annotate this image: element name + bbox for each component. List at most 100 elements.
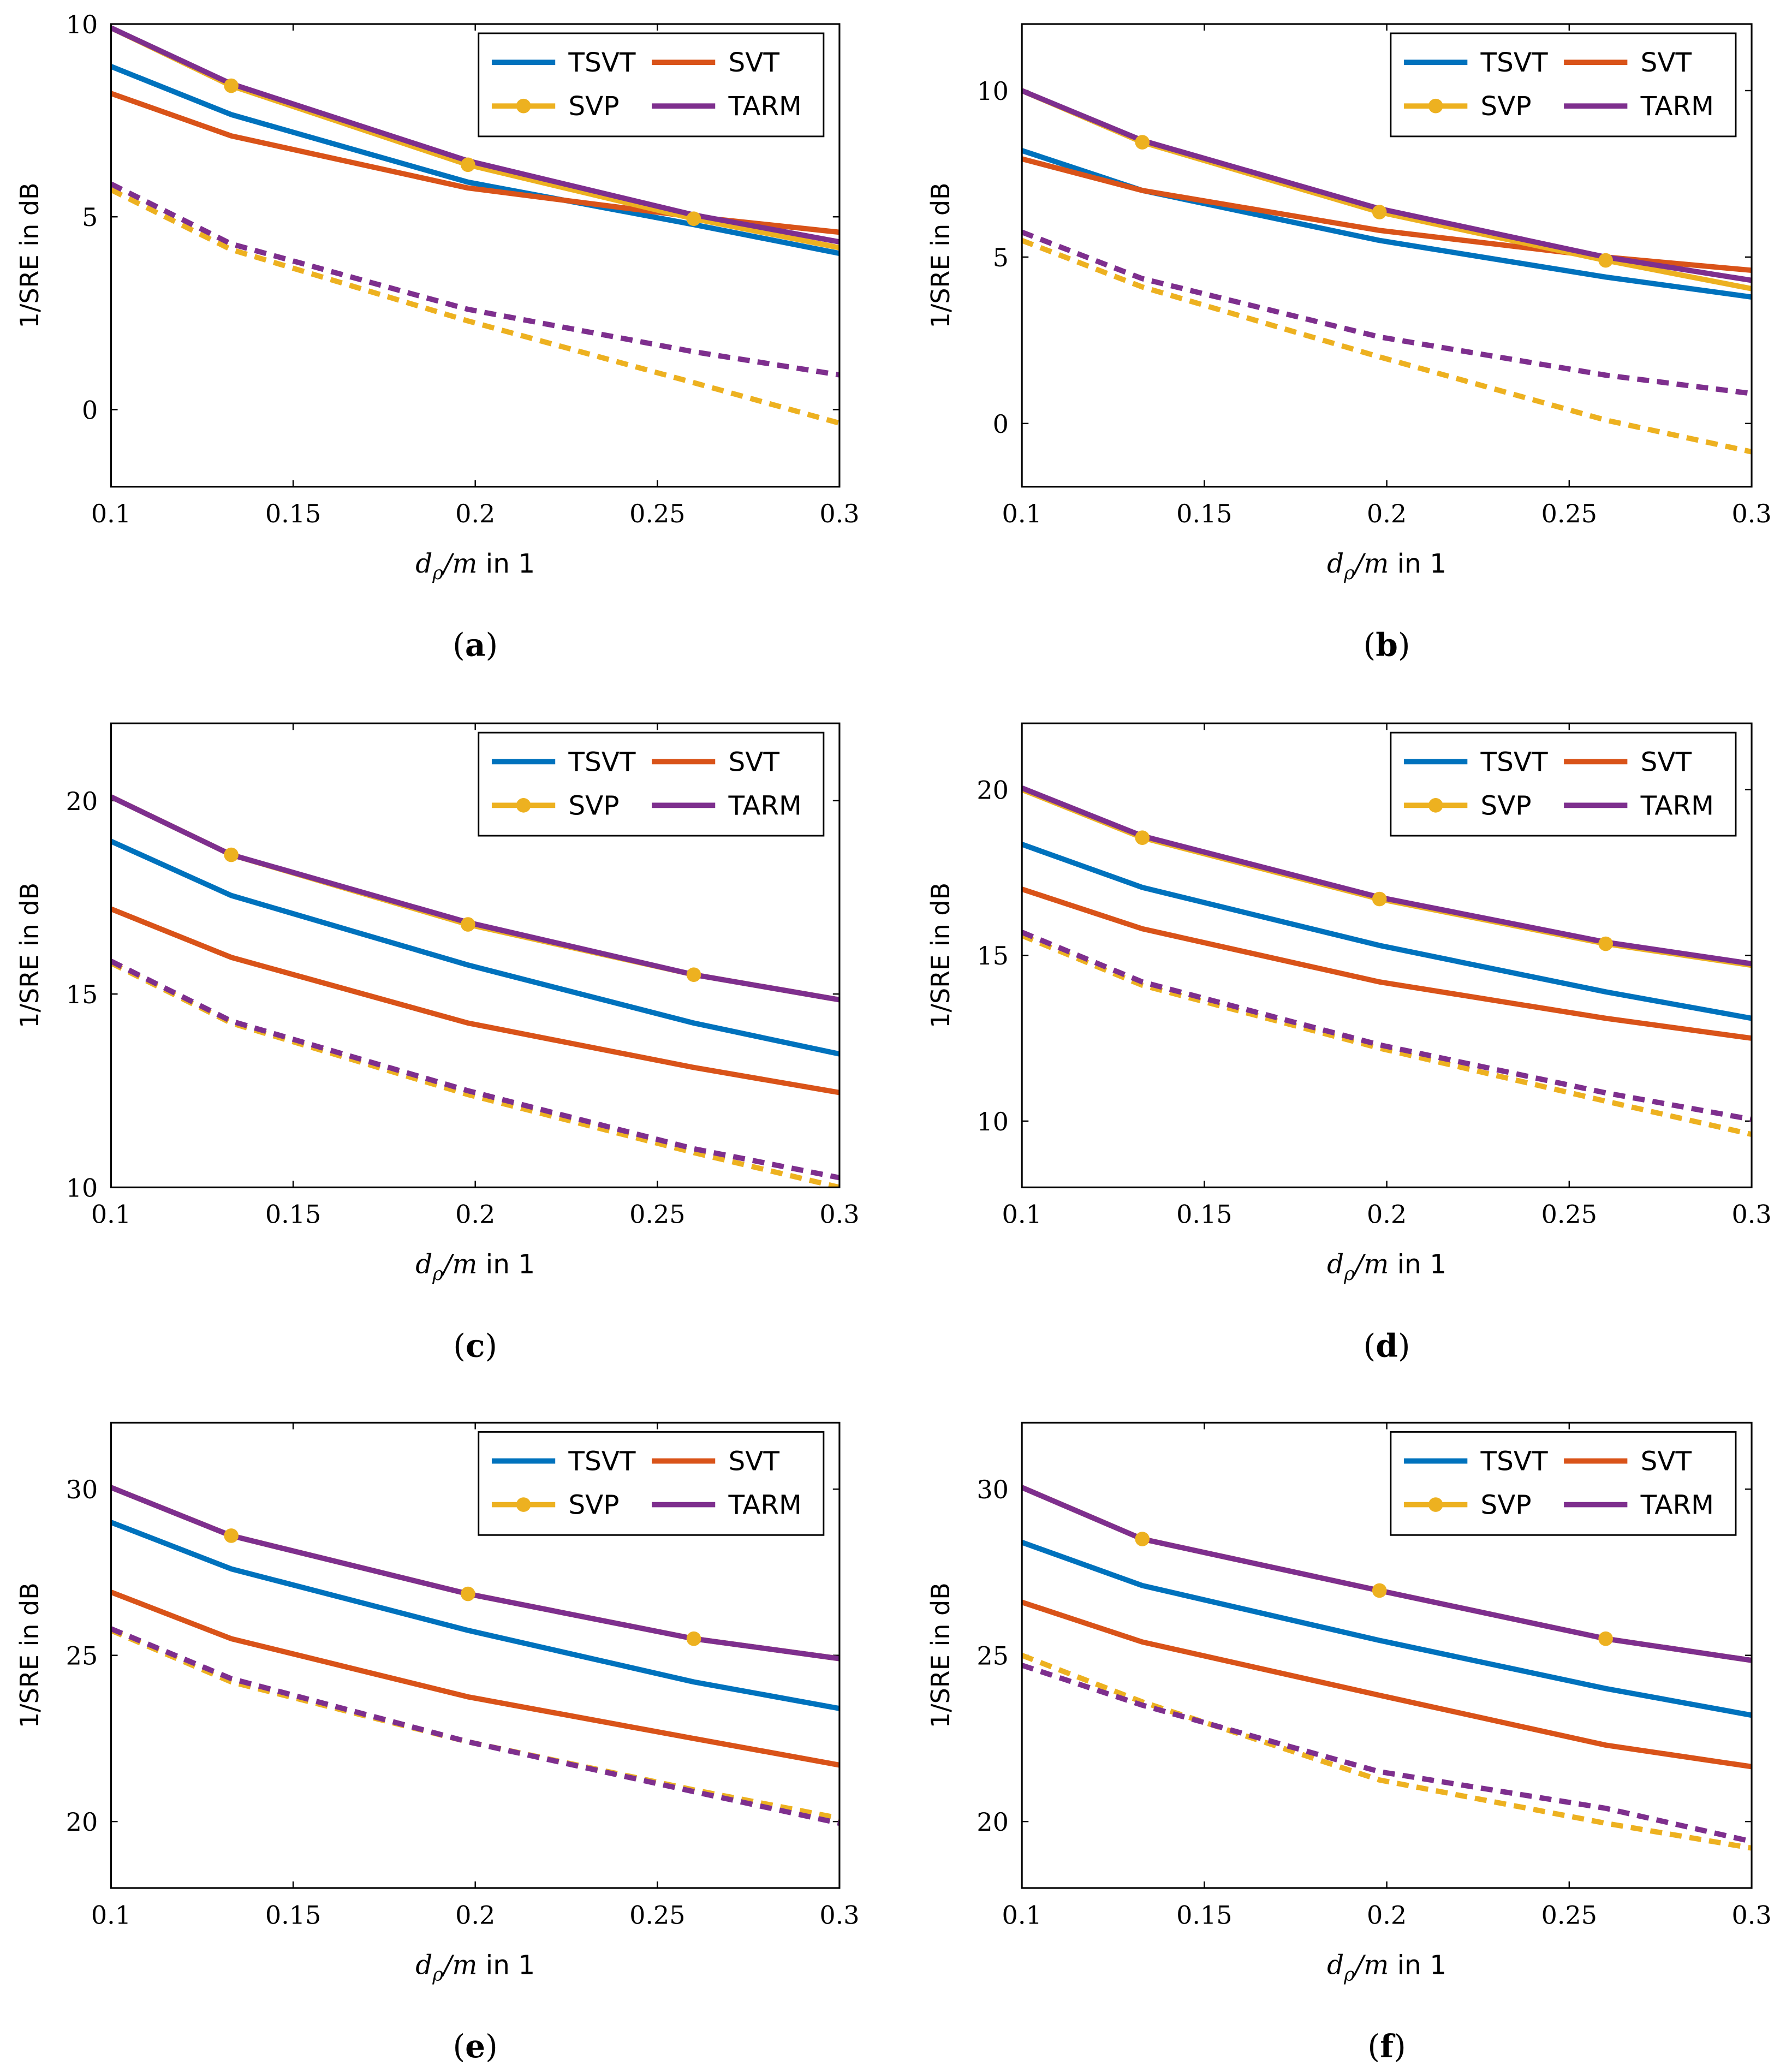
legend-label: SVP [568, 790, 619, 821]
series-line-tarm-dashed [1022, 229, 1752, 396]
caption-letter: e [465, 2027, 485, 2065]
y-tick-label: 20 [977, 1807, 1009, 1837]
plot-area [111, 25, 840, 426]
y-tick-label: 0 [82, 395, 98, 425]
x-tick-label: 0.1 [1002, 1900, 1042, 1930]
x-axis-label: dρ/m in 1 [1327, 1950, 1446, 1985]
x-label-sub: ρ [432, 1263, 443, 1284]
caption-paren: ( [1364, 1327, 1376, 1364]
plot-frame [110, 722, 841, 1188]
legend-label: TARM [728, 1490, 801, 1521]
x-label-denom: /m [1353, 1950, 1389, 1980]
caption-letter: d [1376, 1326, 1398, 1364]
x-tick-label: 0.15 [265, 1900, 321, 1930]
legend-label: SVT [1641, 1446, 1692, 1477]
x-tick-label: 0.3 [819, 1200, 859, 1229]
data-point-svp [224, 1528, 239, 1543]
y-tick-label: 0 [993, 409, 1009, 439]
x-tick-label: 0.2 [455, 1900, 495, 1930]
y-tick-label: 5 [993, 243, 1009, 272]
y-tick-label: 20 [977, 776, 1009, 805]
x-tick-label: 0.2 [1367, 1900, 1407, 1930]
data-point-svp [1135, 1532, 1150, 1546]
caption-letter: c [466, 1326, 485, 1364]
data-point-svp [1135, 135, 1150, 150]
series-line-tsvt-solid [1022, 1540, 1752, 1718]
series-line-svt-solid [1022, 156, 1752, 273]
x-axis-label: dρ/m in 1 [415, 549, 535, 584]
data-point-svp [1372, 205, 1387, 219]
chart-panel-f: 0.1 0.15 0.2 0.25 0.3 20 25 30 TSVT SVT SVP TARM 1/S… [926, 1421, 1772, 2065]
y-tick-label: 15 [66, 980, 98, 1009]
series-line-tsvt-solid [111, 1520, 840, 1711]
legend-label: TSVT [568, 47, 635, 78]
data-point-svp [461, 157, 475, 172]
y-axis-label: 1/SRE in dB [926, 1582, 955, 1728]
x-label-sub: ρ [1343, 1963, 1355, 1985]
legend-label: TARM [1640, 91, 1714, 122]
plot-frame [1021, 1421, 1753, 1889]
y-tick-label: 15 [977, 941, 1009, 970]
series-line-svp-dashed [1022, 933, 1752, 1137]
y-axis-label: 1/SRE in dB [15, 1582, 44, 1728]
y-tick-label: 25 [66, 1641, 98, 1671]
chart-panel-d: 0.1 0.15 0.2 0.25 0.3 10 15 20 TSVT SVT SVP TARM 1/S… [926, 722, 1772, 1364]
series-line-tsvt-solid [1022, 148, 1752, 300]
x-label-denom: /m [441, 1249, 477, 1280]
x-tick-label: 0.25 [1541, 1200, 1597, 1229]
data-point-svp [1372, 891, 1387, 907]
legend-marker-svp [1428, 1497, 1443, 1512]
data-point-svp [1372, 1583, 1387, 1598]
series-line-svt-solid [1022, 886, 1752, 1041]
x-label-sub: ρ [432, 1963, 443, 1985]
x-label-sub: ρ [1343, 562, 1355, 584]
series-line-tarm-dashed [1022, 930, 1752, 1122]
caption-paren: ) [485, 2028, 498, 2065]
subfigure-caption: (e) [453, 2027, 498, 2065]
legend-label: TSVT [1480, 1446, 1548, 1477]
x-label-var: d [415, 549, 432, 579]
data-point-svp [224, 847, 239, 862]
plot-area [111, 1485, 840, 1826]
data-point-svp [461, 917, 475, 932]
legend-box [1390, 32, 1737, 138]
data-point-svp [1598, 1631, 1613, 1646]
legend-box [478, 32, 825, 138]
chart-panel-c: 0.1 0.15 0.2 0.25 0.3 10 15 20 TSVT SVT SVP TARM 1/S… [15, 722, 859, 1364]
x-tick-label: 0.25 [1541, 1900, 1597, 1930]
series-line-svp-dashed [111, 1628, 840, 1821]
series-line-svt-solid [111, 1589, 840, 1768]
data-point-svp [224, 78, 239, 93]
x-tick-label: 0.1 [1002, 1200, 1042, 1229]
caption-paren: ( [1367, 2028, 1380, 2065]
series-line-svp-dashed [1022, 1653, 1752, 1851]
legend-box [478, 1431, 825, 1536]
legend: TSVT SVT SVP TARM [1390, 1431, 1737, 1536]
legend-marker-svp [1428, 798, 1443, 813]
plot-frame [110, 1421, 841, 1889]
y-axis-label: 1/SRE in dB [15, 182, 44, 328]
legend-label: TARM [1640, 1490, 1714, 1521]
series-line-tarm-dashed [111, 958, 840, 1181]
y-tick-label: 10 [66, 1173, 98, 1202]
x-tick-label: 0.1 [1002, 499, 1042, 528]
caption-letter: f [1380, 2027, 1396, 2065]
legend-label: SVP [568, 1490, 619, 1521]
y-axis-label: 1/SRE in dB [15, 883, 44, 1028]
x-label-unit: in 1 [1389, 1249, 1446, 1280]
plot-area [1022, 88, 1752, 455]
x-tick-label: 0.1 [91, 1900, 131, 1930]
x-tick-label: 0.3 [1731, 499, 1771, 528]
plot-frame [1021, 23, 1753, 488]
x-tick-label: 0.3 [1731, 1900, 1771, 1930]
legend-label: TARM [728, 790, 801, 821]
legend-marker-svp [516, 98, 531, 114]
legend: TSVT SVT SVP TARM [1390, 32, 1737, 138]
y-tick-label: 20 [66, 787, 98, 816]
x-label-var: d [415, 1249, 432, 1280]
data-point-svp [1135, 830, 1150, 846]
caption-letter: a [465, 626, 486, 664]
series-line-tarm-dashed [111, 181, 840, 378]
x-tick-label: 0.3 [819, 1900, 859, 1930]
x-tick-label: 0.3 [1731, 1200, 1771, 1229]
